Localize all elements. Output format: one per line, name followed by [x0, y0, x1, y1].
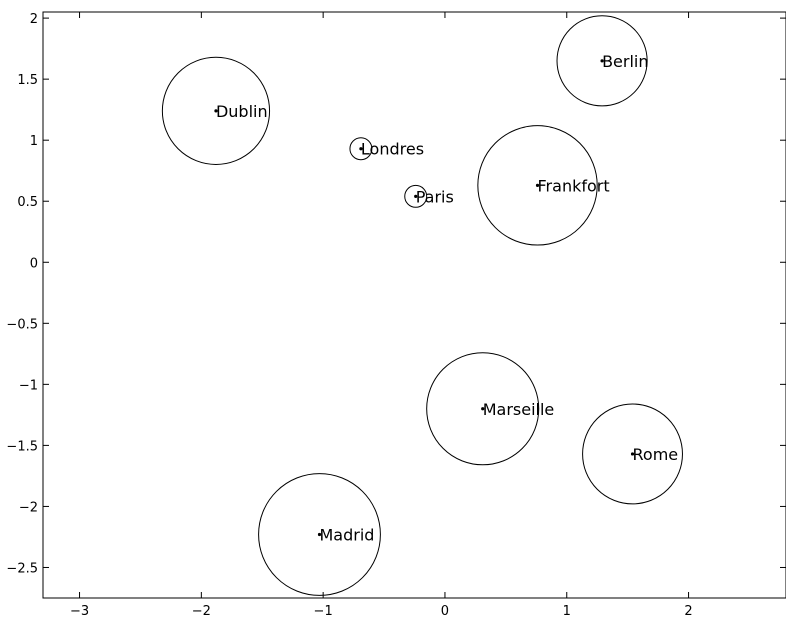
city-label: Londres: [361, 140, 424, 159]
city-circle: [161, 56, 271, 165]
y-tick-label: −1.5: [6, 439, 38, 454]
city-circle: [426, 352, 540, 466]
city-circle: [582, 403, 683, 505]
city-circle: [404, 184, 428, 208]
city-label: Berlin: [602, 52, 648, 71]
city-point: [535, 183, 540, 187]
y-tick-label: −0.5: [6, 317, 38, 332]
x-tick-label: −2: [192, 604, 211, 619]
city-point: [481, 407, 485, 411]
city-label: Madrid: [319, 526, 374, 545]
axis-ticks: −3 −2 −1 0 1 2 2 1.5 1 0.5 0 −0.5 −1 −1.5 −2 −2.5: [6, 12, 786, 619]
city-point: [414, 194, 418, 198]
city-circle: [258, 473, 381, 596]
x-tick-label: −3: [70, 604, 89, 619]
city-point: [630, 452, 635, 456]
x-tick-label: 2: [684, 604, 692, 619]
city-circles: [161, 15, 683, 596]
x-tick-label: 0: [441, 604, 449, 619]
plot-area: [42, 11, 786, 599]
city-point: [214, 109, 218, 113]
y-tick-label: 0: [30, 256, 38, 271]
city-label: Marseille: [483, 400, 555, 419]
city-circle: [349, 137, 373, 161]
city-label: Frankfort: [538, 176, 610, 195]
city-label: Rome: [633, 445, 679, 464]
x-tick-label: −1: [314, 604, 333, 619]
y-tick-label: 0.5: [17, 195, 38, 210]
y-tick-label: 1: [30, 134, 38, 149]
city-circle: [477, 125, 598, 246]
city-point: [359, 147, 363, 151]
x-tick-label: 1: [563, 604, 571, 619]
city-circle: [556, 15, 648, 107]
y-tick-label: −2.5: [6, 561, 38, 576]
city-point: [600, 59, 604, 63]
y-tick-label: −1: [19, 378, 38, 393]
y-tick-label: −2: [19, 500, 38, 515]
city-point: [317, 532, 322, 537]
y-tick-label: 2: [30, 12, 38, 27]
city-labels: Dublin Londres Paris Berlin Frankfort Marseil…: [216, 52, 678, 545]
y-tick-label: 1.5: [17, 73, 38, 88]
city-label: Paris: [416, 187, 454, 206]
city-label: Dublin: [216, 102, 268, 121]
